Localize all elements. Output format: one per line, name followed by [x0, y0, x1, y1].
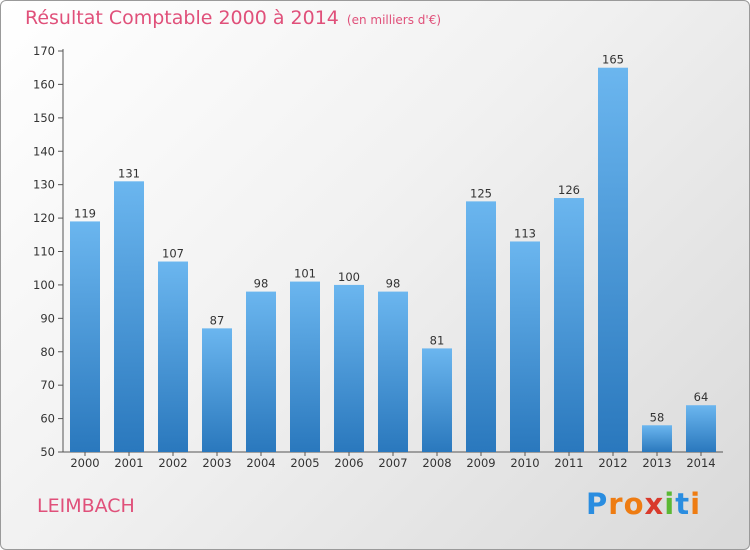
x-tick-label-2010: 2010 [510, 456, 539, 470]
proxiti-logo: Proxiti [586, 487, 701, 521]
logo-letter: t [675, 487, 691, 521]
y-tick-label: 170 [33, 44, 55, 58]
x-tick-label-2009: 2009 [466, 456, 495, 470]
y-tick-label: 140 [33, 144, 55, 158]
data-label-2009: 125 [470, 186, 492, 200]
data-label-2013: 58 [650, 410, 665, 424]
bar-2011 [554, 198, 584, 452]
data-label-2005: 101 [294, 267, 316, 281]
bar-2013 [642, 425, 672, 452]
bar-2002 [158, 261, 188, 452]
y-tick-label: 130 [33, 178, 55, 192]
y-tick-label: 110 [33, 245, 55, 259]
x-tick-label-2005: 2005 [290, 456, 319, 470]
bar-2005 [290, 281, 320, 452]
x-tick-label-2006: 2006 [334, 456, 363, 470]
x-tick-label-2014: 2014 [686, 456, 715, 470]
y-tick-label: 70 [40, 378, 55, 392]
data-label-2004: 98 [254, 277, 269, 291]
x-tick-label-2012: 2012 [598, 456, 627, 470]
bar-2009 [466, 201, 496, 452]
x-tick-label-2003: 2003 [202, 456, 231, 470]
chart-title: Résultat Comptable 2000 à 2014 (en millie… [25, 7, 441, 29]
title-text: Résultat Comptable 2000 à 2014 [25, 7, 339, 29]
y-tick-label: 100 [33, 278, 55, 292]
data-label-2002: 107 [162, 247, 184, 261]
bar-2007 [378, 291, 408, 452]
data-label-2012: 165 [602, 53, 624, 67]
data-label-2010: 113 [514, 226, 536, 240]
data-label-2011: 126 [558, 183, 580, 197]
logo-letter: o [623, 487, 645, 521]
y-tick-label: 150 [33, 111, 55, 125]
x-tick-label-2007: 2007 [378, 456, 407, 470]
bars: 119 131 107 87 98 101 100 98 81 125 113 126 165 58 64 [70, 53, 716, 452]
x-tick-label-2001: 2001 [114, 456, 143, 470]
x-tick-label-2000: 2000 [70, 456, 99, 470]
data-label-2006: 100 [338, 270, 360, 284]
data-label-2003: 87 [210, 313, 225, 327]
y-tick-label: 90 [40, 311, 55, 325]
logo-letter: r [608, 487, 624, 521]
bar-2010 [510, 241, 540, 452]
x-tick-label-2011: 2011 [554, 456, 583, 470]
y-tick-label: 120 [33, 211, 55, 225]
y-tick-label: 80 [40, 345, 55, 359]
data-label-2007: 98 [386, 277, 401, 291]
x-tick-label-2004: 2004 [246, 456, 275, 470]
data-label-2000: 119 [74, 206, 96, 220]
logo-letter: P [586, 487, 609, 521]
x-tick-label-2008: 2008 [422, 456, 451, 470]
bar-2012 [598, 67, 628, 452]
unit-note: (en milliers d'€) [346, 13, 442, 27]
bar-2000 [70, 221, 100, 452]
bar-2008 [422, 348, 452, 452]
commune-name: LEIMBACH [37, 495, 135, 517]
logo-letter: i [664, 487, 676, 521]
data-label-2014: 64 [694, 390, 709, 404]
logo-letter: x [644, 487, 665, 521]
bar-2004 [246, 291, 276, 452]
y-tick-label: 60 [40, 412, 55, 426]
x-tick-label-2002: 2002 [158, 456, 187, 470]
data-label-2008: 81 [430, 333, 445, 347]
data-label-2001: 131 [118, 166, 140, 180]
bar-2001 [114, 181, 144, 452]
bar-2014 [686, 405, 716, 452]
x-tick-label-2013: 2013 [642, 456, 671, 470]
bar-2003 [202, 328, 232, 452]
logo-letter: i [690, 487, 702, 521]
y-tick-label: 160 [33, 77, 55, 91]
bar-2006 [334, 284, 364, 452]
y-tick-label: 50 [40, 445, 55, 459]
